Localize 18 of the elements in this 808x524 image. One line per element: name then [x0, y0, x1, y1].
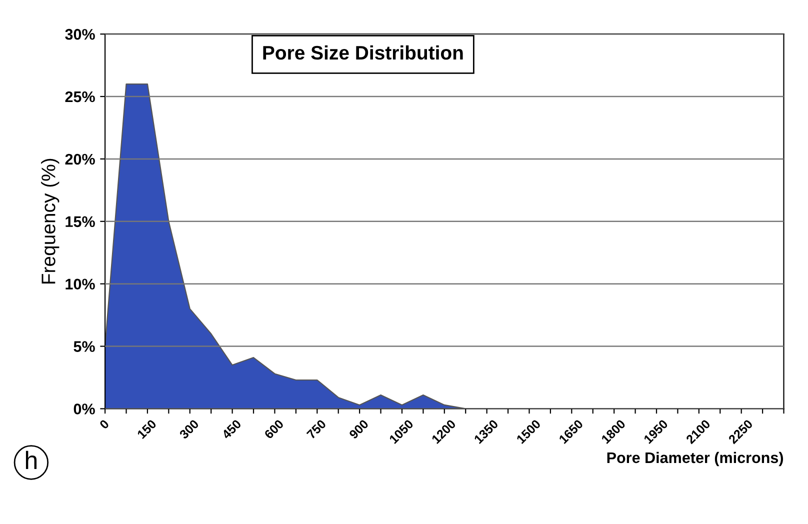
y-tick-label: 10%: [66, 278, 95, 290]
x-tick-label: 450: [221, 419, 242, 440]
y-tick-label: 20%: [65, 154, 95, 165]
y-axis-title: Frequency (%): [41, 158, 60, 284]
y-tick-label: 0%: [74, 404, 95, 414]
chart-title: Pore Size Distribution: [263, 45, 463, 60]
x-tick-label: 300: [178, 419, 200, 440]
x-tick-label: 150: [136, 419, 157, 440]
x-axis-title: Pore Diameter (microns): [607, 452, 784, 466]
y-tick-label: 5%: [74, 341, 95, 352]
y-tick-label: 30%: [65, 28, 95, 40]
y-tick-label: 25%: [65, 91, 95, 102]
x-tick-label: 750: [306, 419, 327, 440]
x-tick-label: 0: [99, 419, 110, 430]
x-tick-label: 900: [348, 419, 369, 440]
text: h: [26, 450, 37, 469]
y-tick-label: 15%: [66, 216, 95, 228]
x-tick-label: 600: [264, 419, 284, 440]
